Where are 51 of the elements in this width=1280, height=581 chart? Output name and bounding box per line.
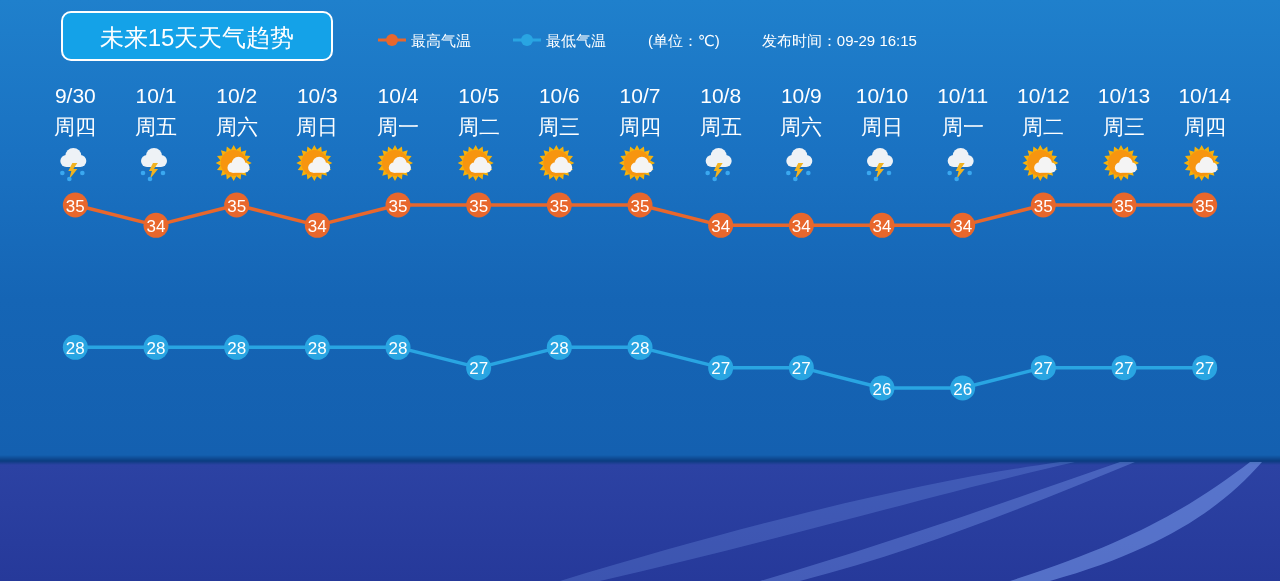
x-tick-label: 10/10 周日 bbox=[855, 83, 909, 138]
data-label: 26 bbox=[953, 379, 973, 399]
chart-title: 未来15天天气趋势 bbox=[99, 23, 295, 51]
data-label: 28 bbox=[388, 338, 408, 358]
x-tick-label: 10/6 周三 bbox=[538, 83, 581, 138]
data-label: 35 bbox=[549, 196, 569, 216]
data-label: 27 bbox=[1195, 359, 1215, 379]
data-label: 35 bbox=[388, 196, 408, 216]
data-label: 28 bbox=[65, 338, 85, 358]
legend-label: 最高气温 bbox=[411, 31, 471, 49]
data-label: 35 bbox=[630, 196, 650, 216]
title: 未来15天天气趋势 bbox=[61, 11, 333, 61]
data-label: 35 bbox=[1195, 196, 1215, 216]
x-tick-label: 10/7 周四 bbox=[619, 83, 661, 138]
x-tick-label: 10/5 周二 bbox=[457, 83, 500, 138]
annotation: 发布时间：09-29 16:15 bbox=[761, 31, 917, 49]
data-label: 35 bbox=[1033, 196, 1053, 216]
x-tick-label: 10/11 周一 bbox=[937, 83, 989, 138]
data-label: 35 bbox=[1114, 196, 1134, 216]
x-tick-label: 10/2 周六 bbox=[215, 83, 258, 138]
data-label: 27 bbox=[469, 359, 489, 379]
data-label: 28 bbox=[227, 338, 247, 358]
data-label: 28 bbox=[146, 338, 166, 358]
data-label: 28 bbox=[630, 338, 650, 358]
data-label: 35 bbox=[469, 196, 489, 216]
data-label: 27 bbox=[1033, 359, 1053, 379]
data-label: 34 bbox=[146, 216, 166, 236]
data-label: 27 bbox=[711, 359, 731, 379]
x-tick-label: 10/14 周四 bbox=[1178, 83, 1232, 138]
data-label: 34 bbox=[872, 216, 892, 236]
data-label: 27 bbox=[1114, 359, 1134, 379]
x-tick-label: 9/30 周四 bbox=[54, 83, 97, 138]
data-label: 28 bbox=[307, 338, 327, 358]
x-tick-label: 10/13 周三 bbox=[1097, 83, 1151, 138]
x-tick-label: 10/3 周日 bbox=[296, 83, 339, 138]
x-tick-label: 10/8 周五 bbox=[699, 83, 742, 138]
data-label: 26 bbox=[872, 379, 892, 399]
data-label: 34 bbox=[791, 216, 811, 236]
annotation: (单位：℃) bbox=[648, 31, 720, 49]
x-tick-label: 10/12 周二 bbox=[1017, 83, 1070, 138]
data-label: 34 bbox=[307, 216, 327, 236]
data-label: 35 bbox=[227, 196, 247, 216]
data-label: 34 bbox=[711, 216, 731, 236]
data-label: 35 bbox=[65, 196, 85, 216]
x-tick-label: 10/4 周一 bbox=[377, 83, 419, 138]
data-label: 27 bbox=[791, 359, 811, 379]
data-label: 34 bbox=[953, 216, 973, 236]
legend-label: 最低气温 bbox=[546, 31, 606, 49]
data-label: 28 bbox=[549, 338, 569, 358]
x-tick-label: 10/9 周六 bbox=[780, 83, 823, 138]
x-tick-label: 10/1 周五 bbox=[135, 83, 177, 138]
